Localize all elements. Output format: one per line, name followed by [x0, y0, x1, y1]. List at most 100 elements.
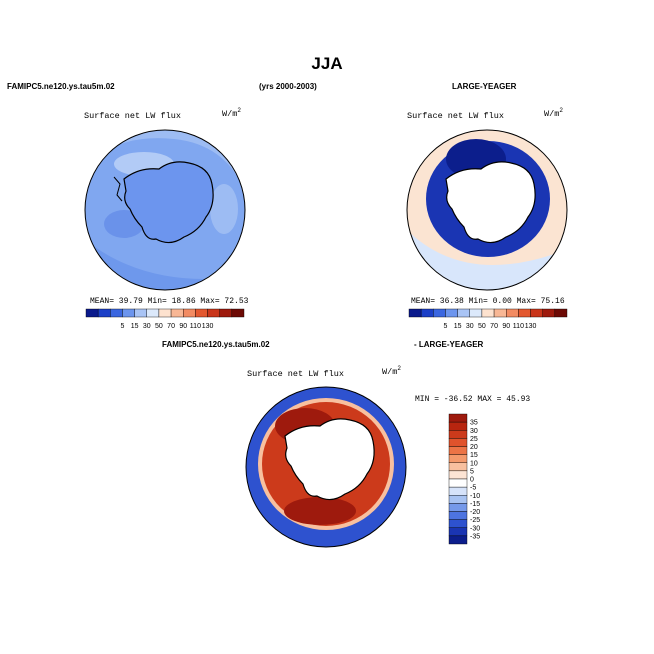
panel2-case-label: LARGE-YEAGER: [452, 82, 517, 91]
panel3-colorbar-tick-label: 20: [470, 444, 478, 451]
panel2-antarctica-outline: [445, 161, 536, 244]
panel3-colorbar-swatch: [448, 430, 468, 439]
panel2-colorbar-tick-label: 110: [513, 323, 524, 330]
panel1-colorbar-swatch: [170, 308, 184, 318]
panel3-title: Surface net LW flux: [247, 369, 344, 379]
panel2-colorbar-swatch: [493, 308, 507, 318]
panel2-colorbar-swatch: [445, 308, 458, 318]
panel3-colorbar-swatch: [448, 535, 468, 545]
panel3-colorbar-swatch: [448, 519, 468, 528]
panel3-colorbar-swatch: [448, 495, 468, 504]
panel2-colorbar-swatch: [518, 308, 531, 318]
panel1-colorbar-tick-label: 90: [179, 323, 187, 330]
panel3-colorbar-tick-label: 15: [470, 452, 478, 459]
panel3-colorbar-tick-label: 30: [470, 428, 478, 435]
panel1-peninsula: [113, 176, 123, 202]
panel2-colorbar-swatch: [408, 308, 422, 318]
panel1-title: Surface net LW flux: [84, 111, 181, 121]
panel3-colorbar-swatch: [448, 446, 468, 455]
panel1-colorbar-swatch: [85, 308, 99, 318]
panel2-colorbar-tick-label: 130: [525, 323, 537, 330]
panel3-colorbar-tick-label: 0: [470, 477, 474, 484]
panel2-map-border: [406, 129, 568, 291]
panel1-colorbar-swatch: [110, 308, 123, 318]
panel3-colorbar-tick-label: -15: [470, 501, 480, 508]
panel2-colorbar-swatch: [481, 308, 495, 318]
panel1-colorbar-swatch: [207, 308, 220, 318]
panel2-units: W/m2: [544, 107, 563, 119]
panel1-colorbar-swatch: [183, 308, 196, 318]
panel2-colorbar-tick-label: 50: [478, 323, 486, 330]
panel1-colorbar-swatch: [122, 308, 135, 318]
panel1-colorbar-swatch: [195, 308, 208, 318]
panel1-stats: MEAN= 39.79 Min= 18.86 Max= 72.53: [90, 297, 249, 306]
panel3-colorbar-tick-label: 5: [470, 468, 474, 475]
panel3-colorbar-swatch: [448, 527, 468, 537]
page-title: JJA: [311, 54, 343, 73]
panel3-colorbar-swatch: [448, 486, 468, 496]
panel1-antarctica-outline: [123, 161, 214, 244]
panel3-colorbar-swatch: [448, 454, 468, 463]
panel3-colorbar-tick-label: -10: [470, 493, 480, 500]
panel3-colorbar-tick-label: -35: [470, 533, 480, 540]
panel2-colorbar-tick-label: 70: [490, 323, 498, 330]
panel1-colorbar-tick-label: 110: [190, 323, 201, 330]
panel3-colorbar-tick-label: -5: [470, 485, 476, 492]
panel2-colorbar-swatch: [506, 308, 519, 318]
panel2-colorbar-swatch: [542, 308, 556, 318]
panel1-colorbar-tick-label: 15: [131, 323, 139, 330]
panel2-colorbar-tick-label: 30: [466, 323, 474, 330]
panel3-colorbar-swatch: [448, 503, 468, 512]
panel1-colorbar-swatch: [219, 308, 233, 318]
panel1-case-label: FAMIPC5.ne120.ys.tau5m.02: [7, 82, 115, 91]
panel1-patch-2: [210, 184, 238, 234]
panel3-colorbar-swatch: [448, 462, 468, 472]
panel2-stats: MEAN= 36.38 Min= 0.00 Max= 75.16: [411, 297, 565, 306]
panel1-colorbar-swatch: [97, 308, 111, 318]
panel3-map-border: [245, 386, 407, 548]
panel3-colorbar-swatch: [448, 470, 468, 480]
panel2-colorbar-swatch: [554, 308, 568, 318]
panel2-colorbar-swatch: [433, 308, 446, 318]
panel3-colorbar-swatch: [448, 438, 468, 447]
panel2-title: Surface net LW flux: [407, 111, 504, 121]
panel2-colorbar-swatch: [420, 308, 434, 318]
panel3-antarctica-outline: [284, 418, 375, 501]
panel2-map: [406, 129, 568, 291]
panel1-colorbar: 5 15 30 50 70 90 110 130: [85, 308, 245, 330]
panel1-colorbar-tick-label: 130: [202, 323, 214, 330]
panel3-colorbar-tick-label: -30: [470, 525, 480, 532]
panel1-units: W/m2: [222, 107, 241, 119]
panel1-south-band: [85, 239, 245, 290]
panel3-dark-red-patch-2: [284, 497, 356, 525]
panel1-map-border: [84, 129, 246, 291]
panel1-colorbar-tick-label: 30: [143, 323, 151, 330]
panel3-colorbar-swatch: [448, 421, 468, 431]
panel3-colorbar-swatch: [448, 511, 468, 520]
panel3-colorbar-tick-label: -20: [470, 509, 480, 516]
panel2-colorbar-tick-label: 15: [454, 323, 462, 330]
panel1-colorbar-tick-label: 5: [121, 323, 125, 330]
panel2-colorbar-swatch: [530, 308, 543, 318]
panel2-south-band: [407, 229, 567, 290]
panel2-colorbar-swatch: [457, 308, 470, 318]
panel1-map: [84, 129, 246, 291]
years-label: (yrs 2000-2003): [259, 82, 317, 91]
panel3-colorbar-tick-label: 10: [470, 460, 478, 467]
panel3-colorbar-swatch: [448, 413, 468, 423]
panel3-stats: MIN = -36.52 MAX = 45.93: [415, 395, 531, 404]
panel3-colorbar-swatch: [448, 478, 468, 488]
panel1-colorbar-swatch: [134, 308, 147, 318]
panel1-colorbar-tick-label: 70: [167, 323, 175, 330]
panel1-north-band: [85, 130, 245, 189]
panel1-colorbar-swatch: [231, 308, 245, 318]
panel3-colorbar-tick-label: 25: [470, 436, 478, 443]
panel2-colorbar-tick-label: 5: [444, 323, 448, 330]
panel1-colorbar-tick-label: 50: [155, 323, 163, 330]
diff-minus-label: - LARGE-YEAGER: [414, 340, 484, 349]
panel3-colorbar-tick-label: -25: [470, 517, 480, 524]
panel2-colorbar-swatch: [469, 308, 483, 318]
panel3-colorbar-tick-label: 35: [470, 420, 478, 427]
panel2-colorbar: 5 15 30 50 70 90 110 130: [408, 308, 568, 330]
